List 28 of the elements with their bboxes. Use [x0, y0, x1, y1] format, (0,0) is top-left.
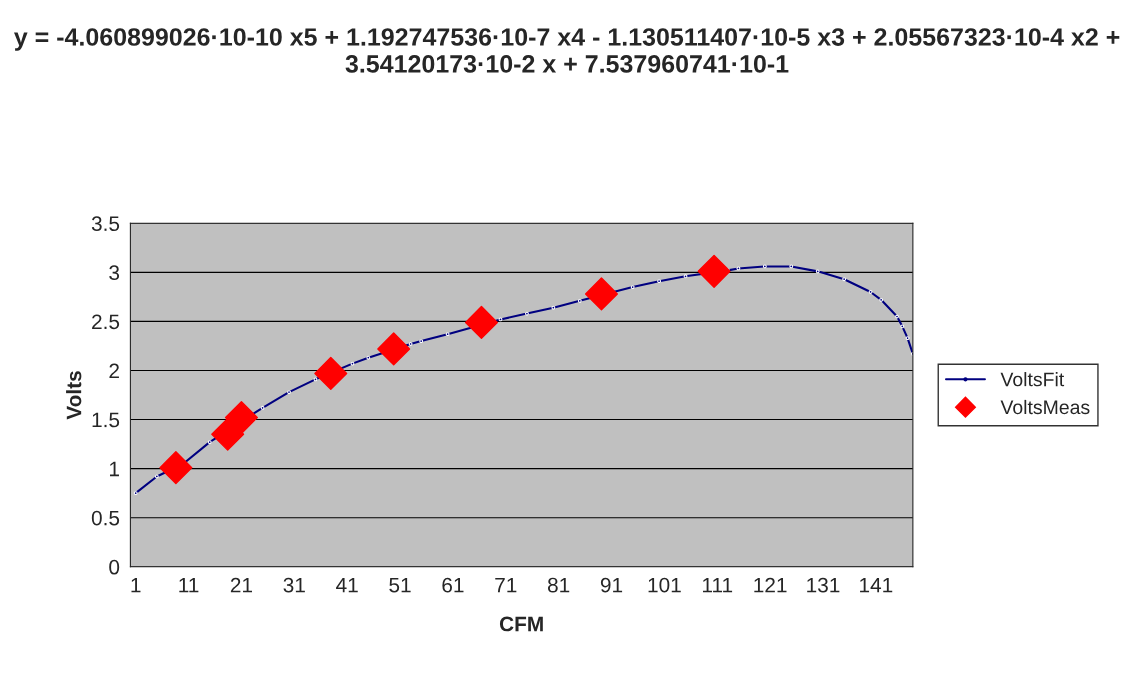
- x-tick-label: 111: [703, 577, 733, 593]
- legend-label: VoltsFit: [1000, 372, 1065, 387]
- y-tick-label: 0: [109, 559, 120, 575]
- x-tick-label: 21: [230, 577, 253, 593]
- y-tick-label: 3: [109, 265, 120, 281]
- y-axis-title: Volts: [66, 371, 82, 420]
- y-tick-label: 0.5: [91, 510, 120, 526]
- x-tick-label: 91: [600, 577, 623, 593]
- x-tick-label: 101: [648, 577, 681, 593]
- x-tick-label: 31: [283, 577, 305, 593]
- x-tick-label: 41: [336, 577, 358, 593]
- y-tick-label: 3.5: [91, 216, 120, 232]
- x-tick-label: 61: [442, 577, 464, 593]
- y-tick-label: 2.5: [92, 314, 120, 330]
- x-tick-label: 51: [389, 577, 411, 593]
- x-axis-title: CFM: [499, 616, 543, 632]
- x-tick-label: 121: [754, 577, 787, 593]
- x-tick-label: 71: [495, 577, 517, 593]
- x-tick-label: 81: [547, 577, 570, 593]
- y-tick-label: 1: [110, 461, 119, 477]
- legend-label: VoltsMeas: [1000, 399, 1090, 415]
- x-tick-label: 11: [179, 577, 199, 593]
- chart-title: y = -4.060899026·10-10 x5 + 1.192747536·10-7 x4 - 1.130511407·10-5 x3 + 2.05567323·10-4 x2 + 3.54120173·10-2 x + 7.537960741·10-1: [14, 28, 1120, 73]
- x-tick-label: 131: [807, 577, 840, 593]
- x-tick-label: 141: [860, 577, 893, 593]
- x-tick-label: 1: [131, 577, 141, 593]
- y-tick-label: 2: [109, 363, 119, 379]
- y-tick-label: 1.5: [92, 412, 120, 428]
